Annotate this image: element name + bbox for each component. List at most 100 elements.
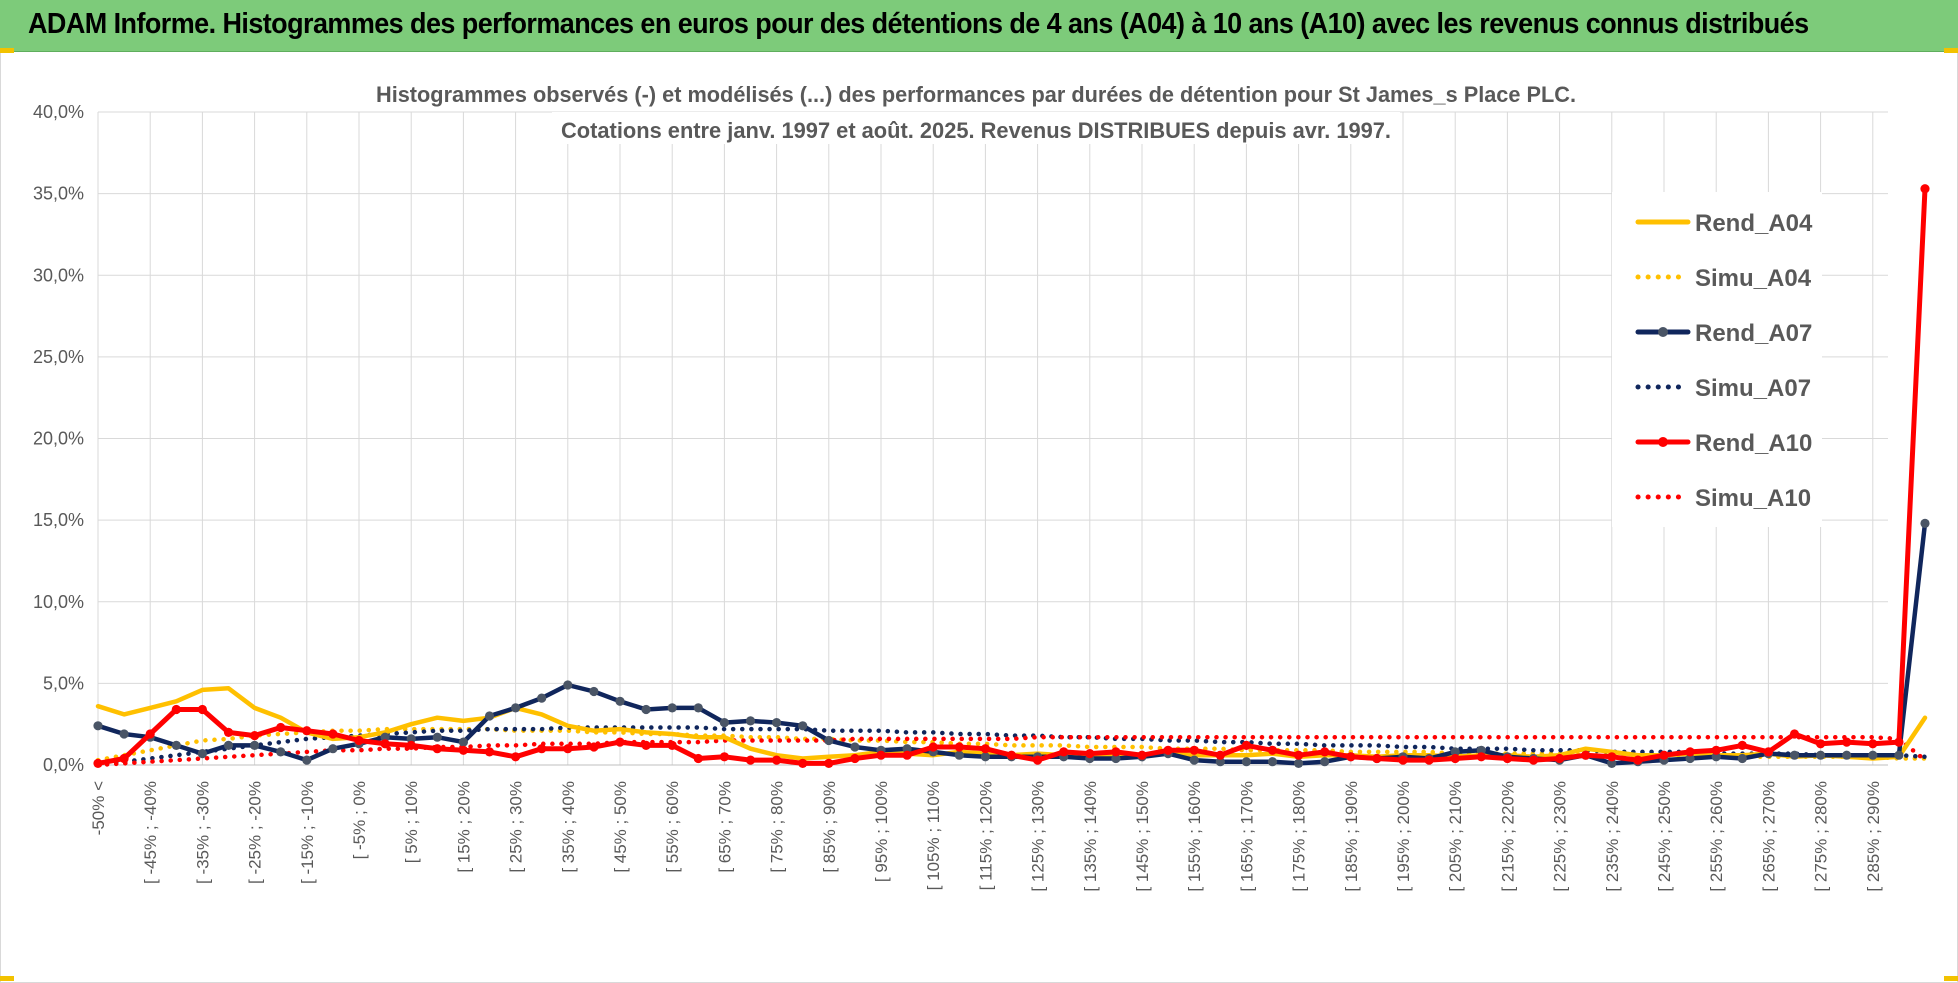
data-point — [1659, 750, 1669, 760]
data-point — [537, 744, 547, 754]
data-point — [328, 744, 338, 754]
corner-accent-top-right — [1944, 48, 1958, 53]
data-point — [1763, 747, 1773, 757]
data-point — [1450, 753, 1460, 764]
data-point — [954, 750, 964, 760]
data-point — [537, 693, 547, 703]
data-point — [458, 737, 468, 747]
data-point — [1006, 750, 1017, 760]
data-point — [458, 745, 468, 755]
data-point — [1059, 747, 1069, 757]
data-point — [798, 721, 808, 731]
x-tick-label: [ -5% ; 0% — [350, 781, 369, 859]
data-point — [1685, 753, 1695, 764]
data-point — [1737, 753, 1747, 764]
data-point — [667, 703, 677, 713]
data-point — [641, 704, 651, 715]
data-point — [432, 732, 442, 742]
data-point — [1189, 745, 1199, 755]
legend-marker — [1658, 437, 1668, 447]
chart-title-line-1-background — [372, 76, 1580, 108]
y-tick-label: 30,0% — [33, 265, 84, 285]
data-point — [980, 744, 991, 754]
x-tick-label: [ 65% ; 70% — [715, 781, 734, 873]
y-tick-label: 35,0% — [33, 184, 84, 204]
legend-label: Simu_A07 — [1695, 375, 1811, 402]
data-point — [824, 758, 834, 769]
data-point — [276, 722, 286, 733]
x-tick-label: [ 95% ; 100% — [872, 781, 891, 882]
data-point — [1111, 747, 1121, 757]
data-point — [1163, 745, 1173, 755]
data-point — [1372, 753, 1382, 764]
x-tick-label: [ 45% ; 50% — [611, 781, 630, 873]
data-point — [223, 740, 234, 751]
x-tick-label: [ 155% ; 160% — [1185, 781, 1204, 892]
data-point — [1528, 755, 1539, 765]
legend-item-Simu_A04: Simu_A04 — [1635, 265, 1812, 292]
data-point — [719, 718, 730, 728]
corner-accent-bottom-right — [1944, 976, 1958, 981]
x-tick-label: [ 125% ; 130% — [1029, 781, 1048, 892]
data-point — [1450, 747, 1460, 757]
x-tick-label: [ 105% ; 110% — [924, 781, 943, 890]
x-tick-label: [ 25% ; 30% — [507, 781, 526, 873]
data-point — [302, 726, 312, 736]
legend-label: Simu_A10 — [1695, 485, 1811, 512]
data-point — [1294, 758, 1304, 769]
x-tick-label: [ 215% ; 220% — [1498, 781, 1517, 892]
data-point — [93, 758, 103, 769]
data-point — [615, 737, 625, 747]
histogram-chart: 0,0% 5,0% 10,0% 15,0% 20,0% 25,0% 30,0% 35,0% 40… — [33, 76, 1930, 892]
x-tick-label: [ -35% ; -30% — [193, 781, 212, 884]
data-point — [1555, 753, 1565, 764]
series-Rend_A10 — [93, 184, 1930, 769]
legend-label: Rend_A07 — [1695, 320, 1812, 347]
y-tick-label: 5,0% — [43, 673, 84, 693]
data-point — [1920, 518, 1930, 528]
data-point — [745, 755, 756, 765]
data-point — [772, 755, 782, 765]
data-point — [250, 731, 260, 741]
data-point — [1241, 757, 1251, 767]
data-point — [145, 729, 155, 739]
legend-background — [1612, 192, 1822, 527]
data-point — [1868, 739, 1878, 749]
chart-title: Histogrammes observés (-) et modélisés (… — [372, 76, 1580, 144]
data-point — [902, 744, 912, 754]
x-tick-label: [ 145% ; 150% — [1133, 781, 1152, 892]
data-point — [1502, 753, 1512, 764]
legend-item-Rend_A10: Rend_A10 — [1635, 430, 1812, 457]
legend-item-Rend_A04: Rend_A04 — [1635, 210, 1813, 237]
data-point — [380, 732, 390, 742]
data-point — [1033, 755, 1043, 765]
data-point — [693, 753, 703, 764]
x-tick-label: [ 255% ; 260% — [1707, 781, 1726, 892]
data-point — [589, 686, 599, 697]
data-point — [119, 753, 129, 764]
y-axis: 0,0% 5,0% 10,0% 15,0% 20,0% 25,0% 30,0% 35,0% 40… — [33, 102, 84, 775]
banner-title: ADAM Informe. Histogrammes des performan… — [28, 8, 1809, 40]
corner-accent-top-left — [0, 48, 14, 53]
x-tick-label: [ 235% ; 240% — [1603, 781, 1622, 892]
data-point — [1789, 729, 1800, 739]
series-group — [93, 184, 1930, 769]
data-point — [772, 718, 782, 728]
data-point — [1346, 752, 1356, 762]
data-point — [1633, 755, 1643, 765]
data-point — [1816, 739, 1826, 749]
data-point — [745, 716, 756, 726]
data-point — [1607, 758, 1617, 769]
x-tick-label: -50% < — [89, 781, 108, 835]
data-point — [563, 680, 573, 690]
report-banner: ADAM Informe. Histogrammes des performan… — [0, 0, 1958, 52]
data-point — [1685, 747, 1695, 757]
data-point — [1137, 750, 1147, 760]
data-point — [223, 727, 234, 738]
data-point — [171, 704, 181, 715]
data-point — [484, 747, 495, 757]
data-point — [302, 755, 312, 765]
x-tick-label: [ 115% ; 120% — [976, 781, 995, 890]
y-tick-label: 0,0% — [43, 755, 84, 775]
legend-label: Rend_A04 — [1695, 210, 1813, 237]
